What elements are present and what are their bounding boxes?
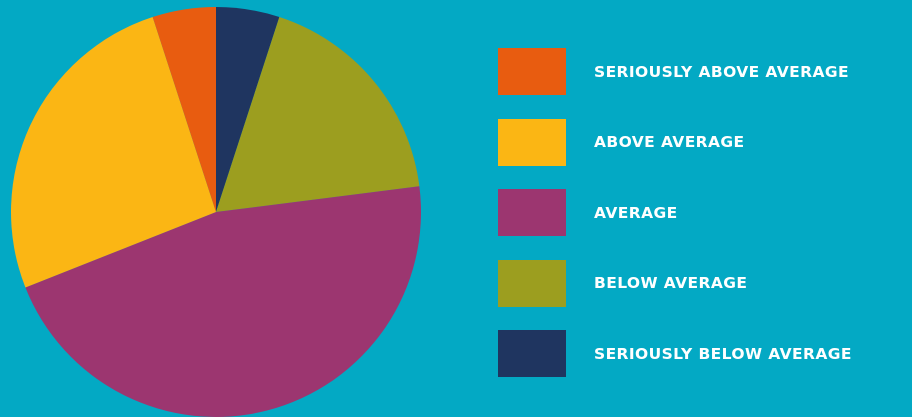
legend-swatch-seriously-above-average bbox=[498, 48, 566, 95]
legend-swatch-above-average bbox=[498, 118, 566, 166]
legend-swatch-average bbox=[498, 189, 566, 236]
legend-label-seriously-above-average: SERIOUSLY ABOVE AVERAGE bbox=[594, 62, 849, 81]
legend-label-average: AVERAGE bbox=[594, 203, 678, 222]
legend-swatch-seriously-below-average bbox=[498, 330, 566, 377]
pie-slice-below-average bbox=[216, 17, 420, 213]
pie-slice-above-average bbox=[11, 17, 217, 288]
legend-label-above-average: ABOVE AVERAGE bbox=[594, 133, 745, 151]
legend-label-below-average: BELOW AVERAGE bbox=[594, 274, 748, 292]
legend-label-seriously-below-average: SERIOUSLY BELOW AVERAGE bbox=[594, 344, 852, 363]
pie-slice-average bbox=[25, 186, 421, 417]
pie-chart bbox=[11, 6, 421, 417]
pie-slice-seriously-above-average bbox=[152, 7, 216, 212]
legend-swatch-below-average bbox=[498, 259, 566, 307]
pie-slice-seriously-below-average bbox=[216, 6, 280, 212]
